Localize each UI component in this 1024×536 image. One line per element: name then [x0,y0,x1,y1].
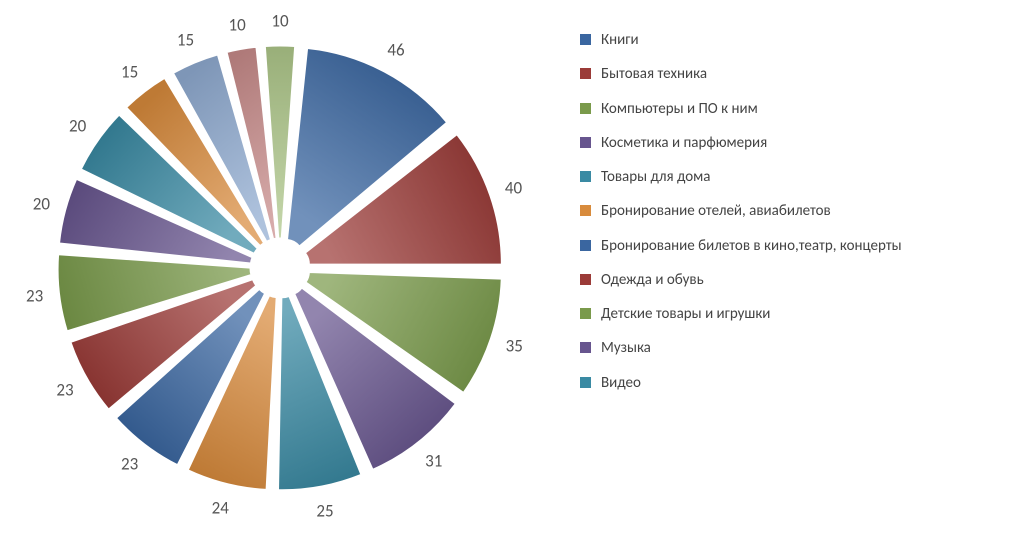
legend-swatch [580,240,591,251]
data-label: 20 [69,116,86,137]
legend-swatch [580,34,591,45]
data-label: 23 [56,379,73,400]
legend-label: Бронирование билетов в кино,театр, конце… [601,236,902,256]
legend-item: Бытовая техника [580,64,1004,84]
legend-swatch [580,377,591,388]
legend-label: Бронирование отелей, авиабилетов [601,201,831,221]
legend-label: Одежда и обувь [601,270,704,290]
data-label: 23 [26,285,43,306]
legend-item: Товары для дома [580,167,1004,187]
legend-label: Видео [601,373,641,393]
legend-label: Косметика и парфюмерия [601,133,767,153]
legend-swatch [580,68,591,79]
legend-label: Компьютеры и ПО к ним [601,99,758,119]
legend: Книги Бытовая техника Компьютеры и ПО к ни… [560,0,1024,536]
data-label: 10 [271,11,288,32]
legend-label: Бытовая техника [601,64,707,84]
data-label: 10 [228,14,245,35]
legend-swatch [580,137,591,148]
legend-swatch [580,308,591,319]
data-label: 35 [506,336,523,357]
legend-label: Книги [601,30,639,50]
data-label: 24 [212,497,229,518]
legend-label: Товары для дома [601,167,710,187]
legend-item: Одежда и обувь [580,270,1004,290]
data-label: 15 [121,62,138,83]
legend-swatch [580,103,591,114]
data-label: 23 [121,453,138,474]
legend-swatch [580,171,591,182]
data-label: 31 [425,451,442,472]
legend-swatch [580,274,591,285]
legend-item: Косметика и парфюмерия [580,133,1004,153]
legend-item: Бронирование отелей, авиабилетов [580,201,1004,221]
data-label: 15 [177,29,194,50]
legend-item: Бронирование билетов в кино,театр, конце… [580,236,1004,256]
legend-item: Музыка [580,338,1004,358]
legend-swatch [580,342,591,353]
data-label: 46 [387,39,404,60]
chart-container: 46 40 35 31 25 24 23 23 23 20 20 15 15 10 10 Книги Быто… [0,0,1024,536]
legend-item: Книги [580,30,1004,50]
pie-chart: 46 40 35 31 25 24 23 23 23 20 20 15 15 10 10 [0,0,560,536]
legend-swatch [580,205,591,216]
legend-item: Видео [580,373,1004,393]
legend-label: Музыка [601,338,651,358]
data-label: 25 [316,500,333,521]
data-label: 40 [505,177,522,198]
legend-item: Компьютеры и ПО к ним [580,99,1004,119]
data-label: 20 [33,194,50,215]
legend-label: Детские товары и игрушки [601,304,770,324]
legend-item: Детские товары и игрушки [580,304,1004,324]
